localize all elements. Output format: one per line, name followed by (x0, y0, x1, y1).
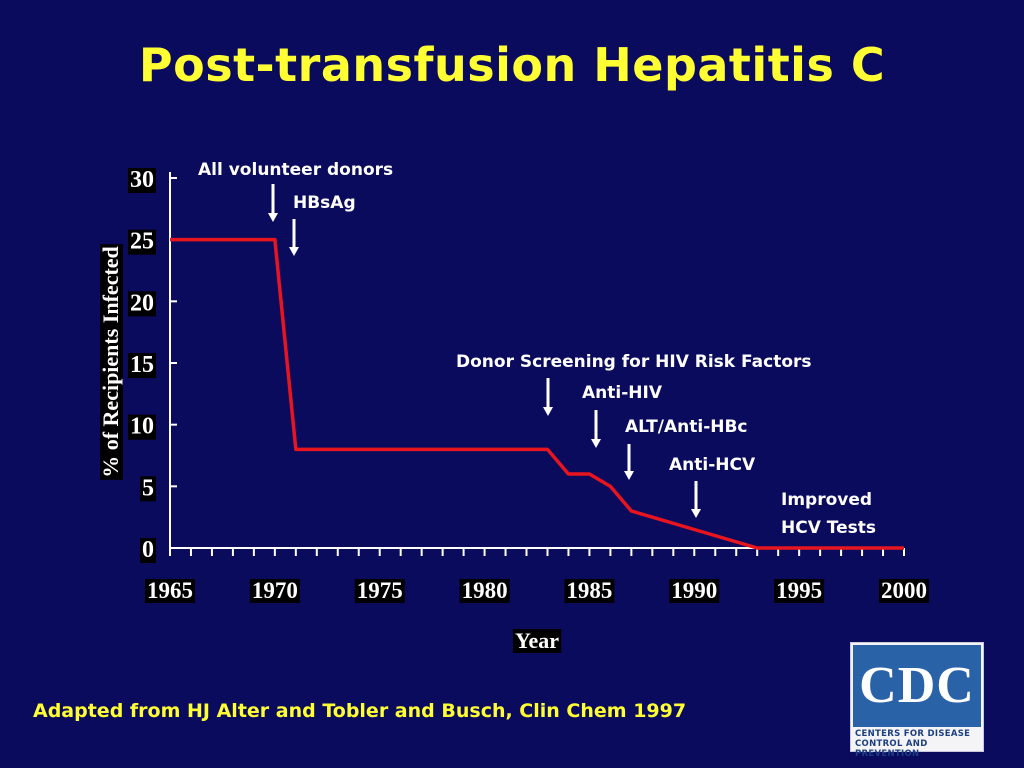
cdc-logo-subtitle: Centers for Disease Control and Preventi… (855, 729, 981, 759)
y-tick-label-box (128, 291, 156, 317)
y-tick-label-box (128, 229, 156, 255)
annotation-label: Donor Screening for HIV Risk Factors (456, 352, 812, 372)
x-tick-label-box (669, 579, 720, 603)
y-axis-title: % of Recipients Infected (98, 246, 123, 478)
x-axis-title-box (513, 629, 562, 653)
annotation-arrow-head (691, 509, 701, 518)
y-tick-label: 5 (142, 475, 154, 501)
x-tick-label-box (879, 579, 929, 603)
y-tick-label-box (140, 476, 156, 502)
x-tick-label: 1970 (252, 578, 298, 603)
annotation-arrow-head (624, 471, 634, 480)
y-tick-label: 15 (130, 352, 154, 378)
annotation-label: Anti-HIV (582, 383, 663, 403)
y-tick-label-box (128, 414, 156, 440)
annotation-arrow-head (268, 213, 278, 222)
series-line-0 (170, 237, 904, 550)
y-tick-label: 30 (130, 167, 154, 193)
x-tick-label-box (459, 579, 510, 603)
y-tick-label: 25 (130, 229, 154, 255)
x-tick-label-box (145, 579, 195, 603)
x-tick-label: 1990 (671, 578, 717, 603)
x-tick-label: 1980 (462, 578, 508, 603)
y-tick-label: 0 (142, 537, 154, 563)
x-tick-label-box (774, 579, 825, 603)
slide-title: Post-transfusion Hepatitis C (138, 38, 886, 92)
annotation-label: All volunteer donors (198, 160, 393, 180)
annotation-label: HCV Tests (781, 518, 876, 538)
x-tick-label-box (564, 579, 615, 603)
y-tick-label-box (128, 353, 156, 378)
y-tick-label-box (140, 538, 156, 563)
cdc-logo-line1: Centers for Disease (855, 729, 971, 739)
y-tick-label: 20 (130, 290, 154, 316)
annotation-label: HBsAg (293, 193, 356, 213)
annotation-arrow-head (543, 407, 553, 416)
x-tick-label: 2000 (881, 578, 927, 603)
x-tick-label-box (249, 579, 300, 603)
x-tick-label: 1975 (357, 578, 403, 603)
y-axis-title-box (100, 244, 123, 480)
x-tick-label: 1965 (147, 578, 193, 603)
annotation-label: Anti-HCV (669, 455, 756, 475)
annotation-label: Improved (781, 490, 872, 510)
source-citation: Adapted from HJ Alter and Tobler and Bus… (33, 700, 687, 722)
x-tick-label: 1985 (566, 578, 612, 603)
x-tick-label: 1995 (776, 578, 822, 603)
cdc-logo-letters: CDC (853, 645, 981, 727)
x-axis-title: Year (515, 628, 559, 653)
hepatitis-c-line-chart: 0 5 10 15 20 25 30 1965 1970 1975 1980 1985 1990 1995… (98, 160, 929, 653)
annotation-arrow-head (289, 247, 299, 256)
y-tick-label-box (128, 168, 156, 193)
cdc-logo: CDC Centers for Disease Control and Prev… (850, 642, 984, 759)
cdc-logo-line2: Control and Prevention (855, 739, 928, 759)
y-tick-label: 10 (130, 414, 154, 440)
annotation-label: ALT/Anti-HBc (625, 417, 748, 437)
annotation-arrow-head (591, 439, 601, 448)
x-tick-label-box (354, 579, 405, 603)
